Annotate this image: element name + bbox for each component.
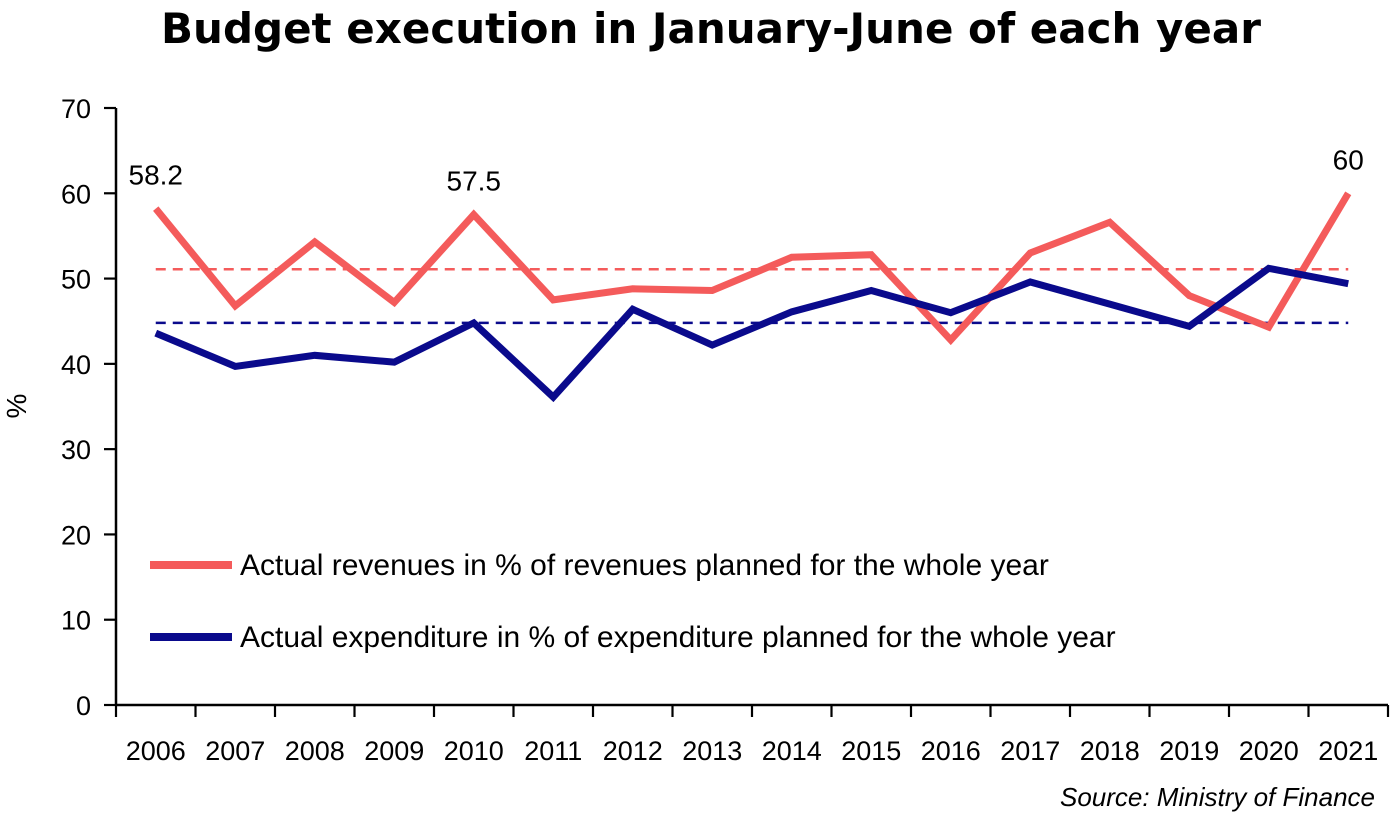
legend-expenditure-label: Actual expenditure in % of expenditure p… (240, 621, 1116, 654)
x-tick-label: 2017 (1000, 736, 1060, 766)
x-tick-label: 2011 (524, 736, 582, 766)
y-tick-label: 60 (61, 179, 91, 209)
x-tick-label: 2010 (444, 736, 504, 766)
x-tick-label: 2014 (762, 736, 822, 766)
y-tick-label: 40 (61, 350, 91, 380)
data-label: 58.2 (129, 160, 184, 191)
x-tick-label: 2007 (205, 736, 265, 766)
x-tick-label: 2020 (1239, 736, 1299, 766)
x-tick-label: 2015 (841, 736, 901, 766)
revenue-series-line (153, 191, 1352, 346)
expenditure-series-line (154, 264, 1349, 403)
y-tick-label: 30 (61, 435, 91, 465)
plot-area: 0 10 20 30 40 50 60 70 2006 2007 2008 2009 2010 2011 2… (61, 94, 1390, 766)
x-tick-label: 2008 (285, 736, 345, 766)
y-axis-label: % (1, 394, 32, 419)
y-tick-label: 70 (61, 94, 91, 124)
y-tick-label: 50 (61, 265, 91, 295)
y-tick-label: 10 (61, 606, 91, 636)
y-tick-label: 20 (61, 520, 91, 550)
data-label: 60 (1333, 144, 1364, 175)
chart-title: Budget execution in January-June of each… (161, 4, 1261, 53)
x-tick-label: 2012 (603, 736, 663, 766)
legend-revenue-label: Actual revenues in % of revenues planned… (240, 549, 1049, 582)
x-tick-label: 2016 (921, 736, 981, 766)
x-tick-label: 2021 (1318, 736, 1378, 766)
x-tick-label: 2018 (1080, 736, 1140, 766)
source-note: Source: Ministry of Finance (1060, 782, 1375, 812)
data-label: 57.5 (447, 166, 502, 197)
x-tick-label: 2013 (682, 736, 742, 766)
x-tick-label: 2019 (1159, 736, 1219, 766)
x-tick-label: 2006 (126, 736, 186, 766)
y-tick-label: 0 (76, 691, 91, 721)
legend: Actual revenues in % of revenues planned… (150, 549, 1116, 654)
x-tick-label: 2009 (364, 736, 424, 766)
